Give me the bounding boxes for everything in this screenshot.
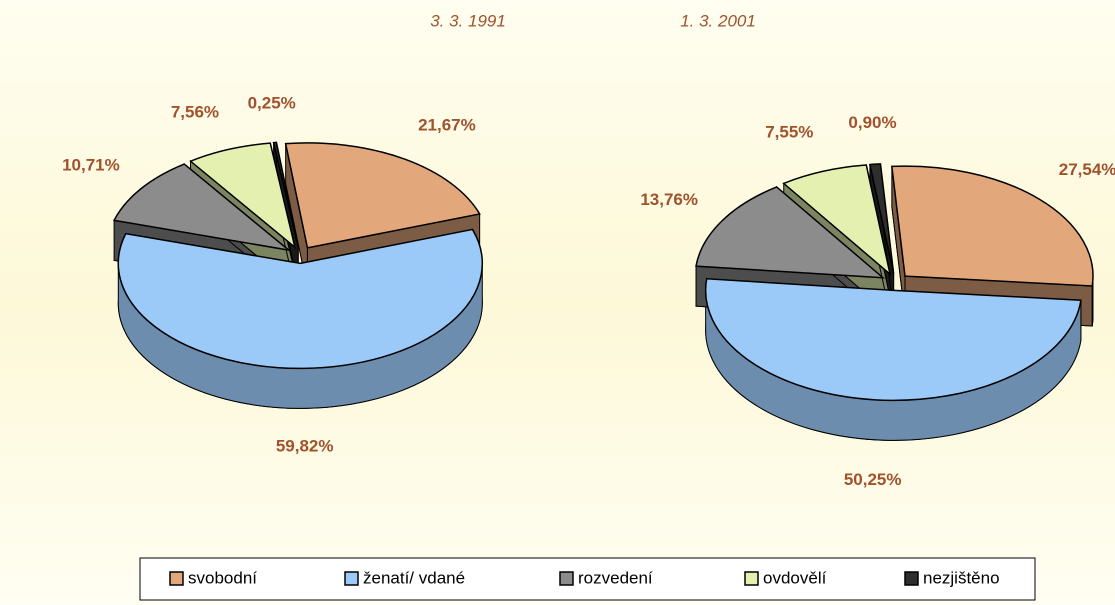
chart-title: 1. 3. 2001: [680, 11, 756, 30]
value-label: 10,71%: [62, 156, 120, 175]
slice: [112, 163, 292, 252]
slice: [695, 186, 886, 279]
value-label: 7,56%: [171, 103, 219, 122]
value-label: 7,55%: [765, 122, 813, 141]
legend-label: ovdovělí: [763, 568, 827, 587]
slice: [189, 142, 297, 250]
value-label: 13,76%: [640, 190, 698, 209]
pie-tops: [695, 163, 1094, 402]
legend-swatch: [344, 571, 359, 586]
pie-tops: [112, 141, 484, 370]
legend-swatch: [559, 571, 574, 586]
value-label: 59,82%: [276, 437, 334, 456]
legend-label: svobodní: [188, 568, 257, 587]
value-label: 27,54%: [1059, 160, 1115, 179]
legend-swatch: [744, 571, 759, 586]
legend-box: [139, 557, 1036, 601]
slice: [891, 165, 1094, 287]
slice: [272, 141, 299, 247]
slice: [117, 228, 484, 370]
chart-title: 3. 3. 1991: [430, 11, 506, 30]
value-label: 0,90%: [848, 113, 896, 132]
legend-label: rozvedení: [578, 568, 653, 587]
legend-label: ženatí/ vdané: [363, 568, 465, 587]
slice: [782, 164, 892, 277]
slice: [868, 163, 895, 274]
legend-swatch: [169, 571, 184, 586]
legend-swatch: [904, 571, 919, 586]
value-label: 21,67%: [418, 116, 476, 135]
slice: [704, 278, 1082, 402]
value-label: 50,25%: [844, 470, 902, 489]
value-label: 0,25%: [248, 93, 296, 112]
legend-label: nezjištěno: [923, 568, 1000, 587]
slice: [284, 142, 481, 249]
